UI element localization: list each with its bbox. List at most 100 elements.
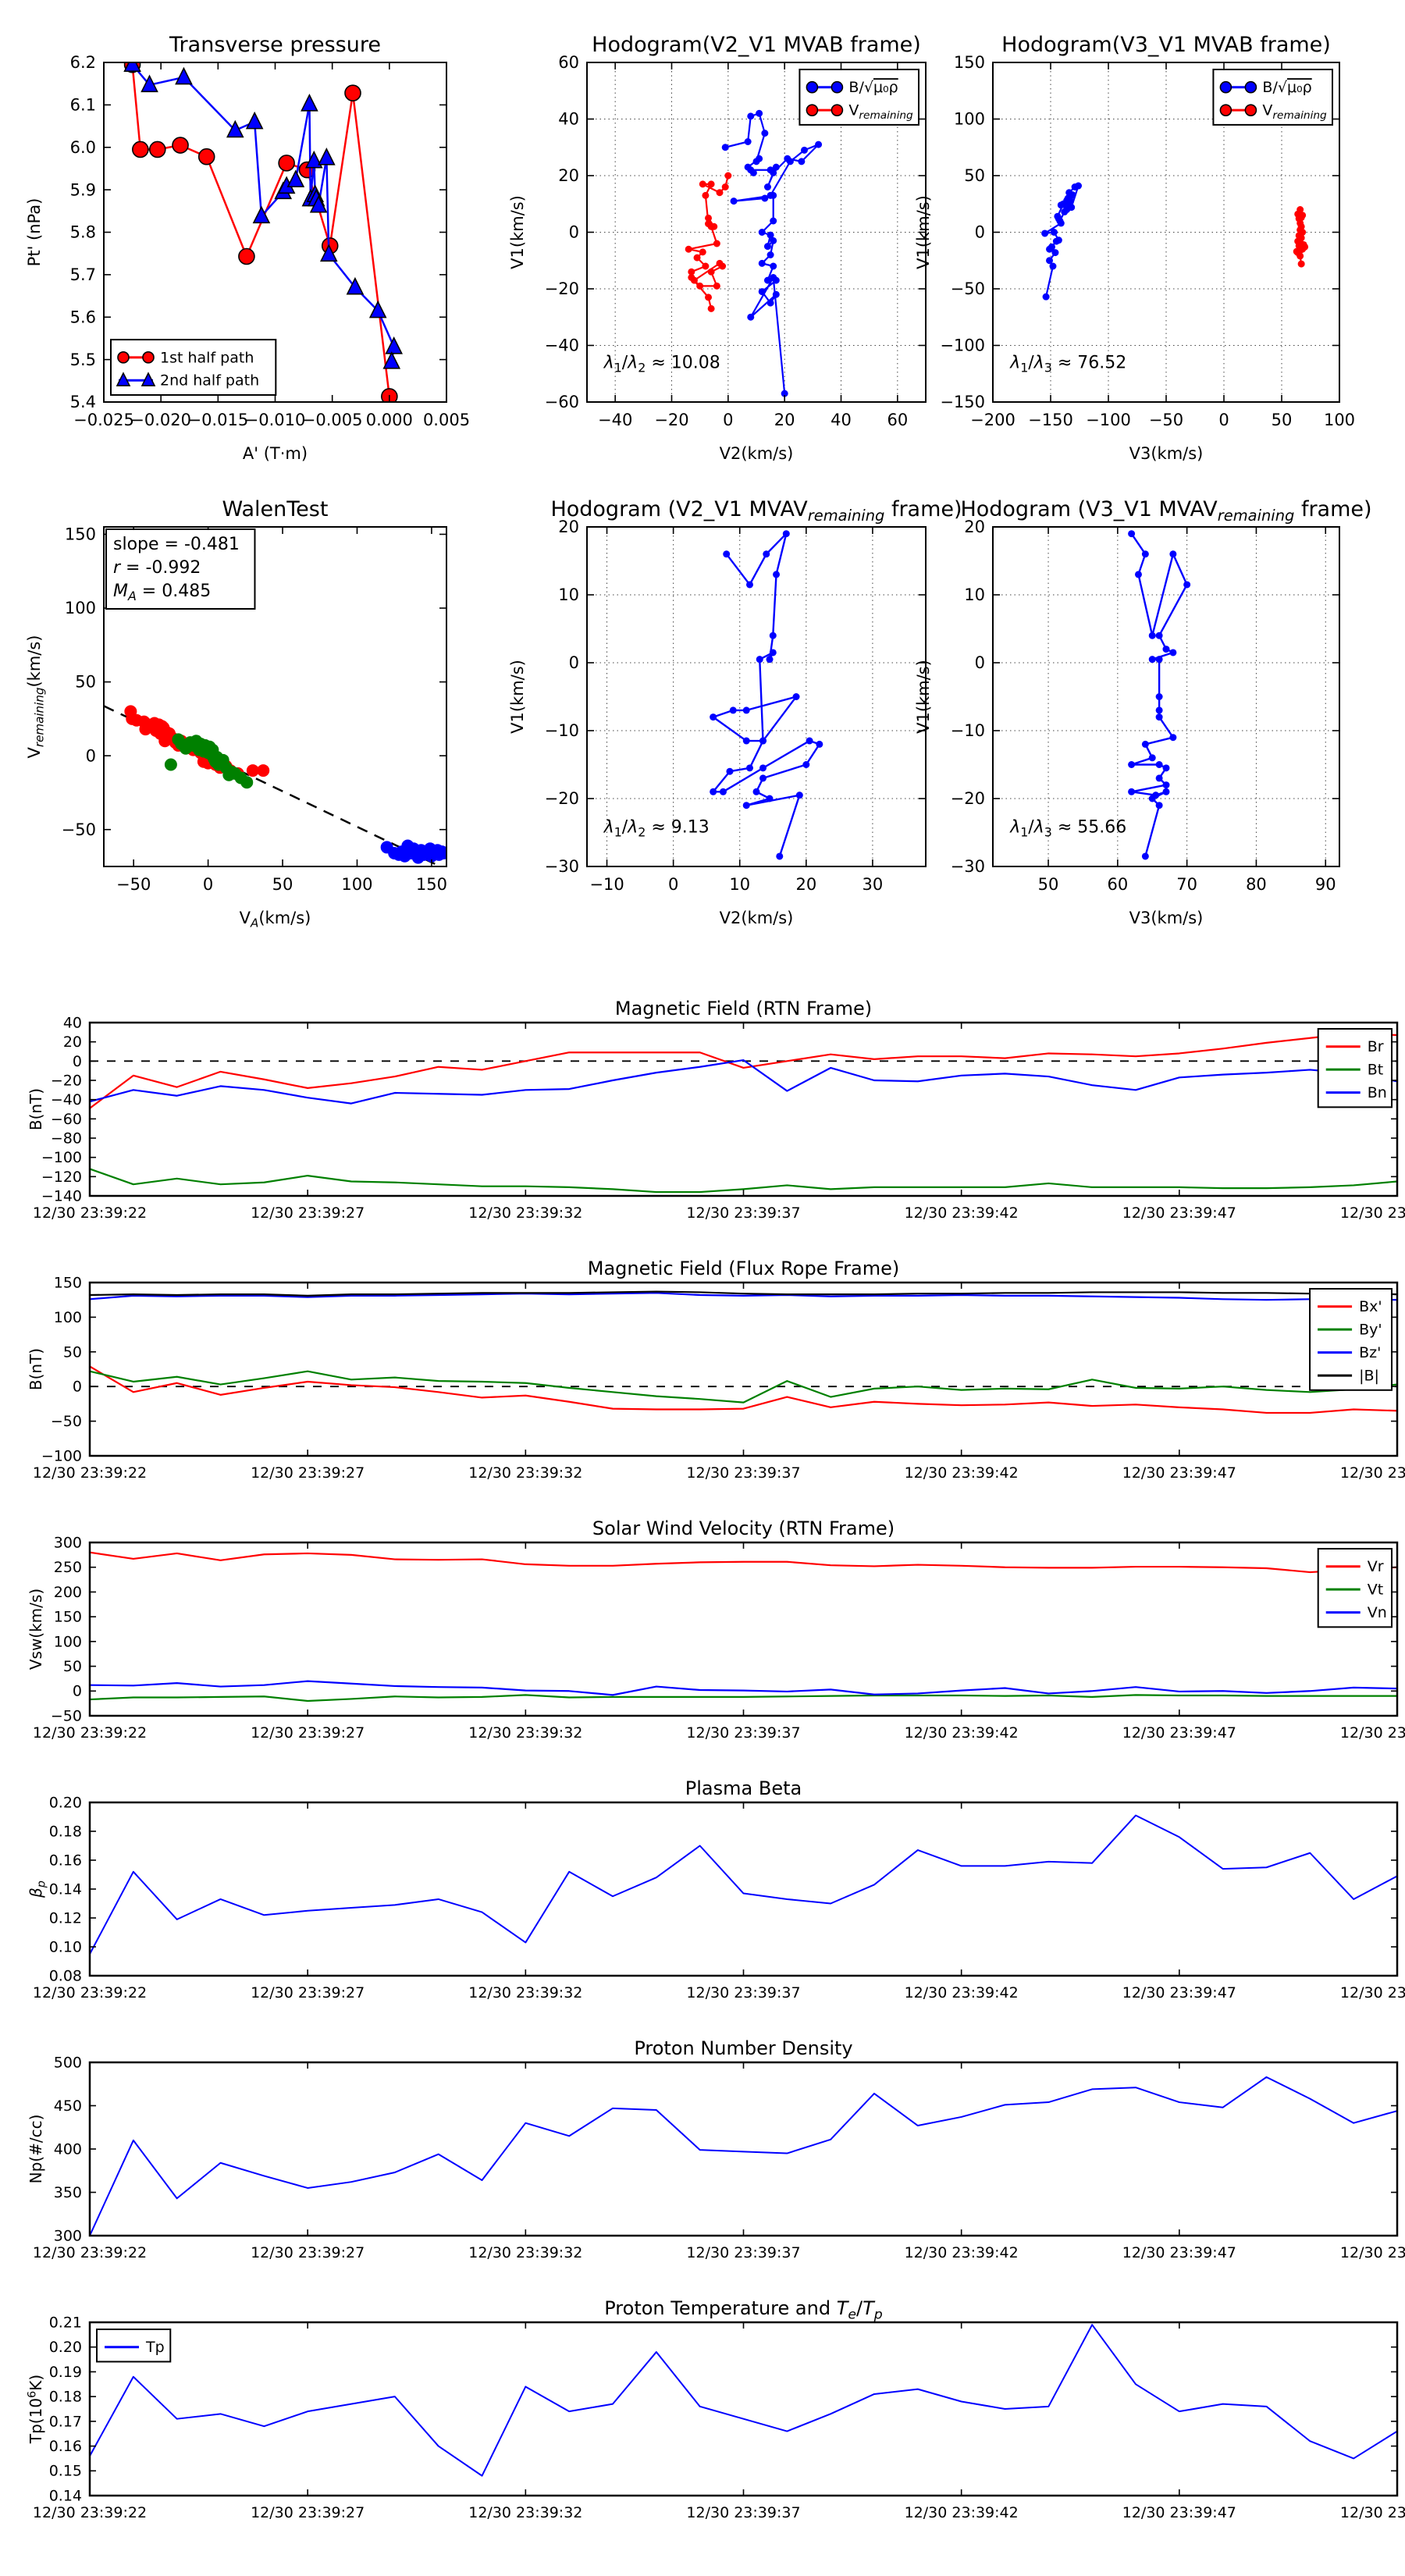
y-tick-label: 40 [558,110,579,129]
y-tick-label: −40 [51,1091,82,1108]
y-tick-label: 0.10 [49,1938,82,1955]
x-tick-label: 50 [1272,411,1293,429]
x-tick-label: −20 [654,411,688,429]
y-tick-label: 0.20 [49,1794,82,1811]
y-axis-label: Vremaining(km/s) [25,635,47,758]
y-tick-label: −20 [545,789,579,808]
x-tick-label: 12/30 23:39:22 [33,2504,147,2521]
y-tick-label: 0.12 [49,1909,82,1927]
y-tick-label: 20 [558,518,579,536]
legend-label: By' [1359,1322,1382,1339]
chart-title: Hodogram(V3_V1 MVAB frame) [1001,33,1331,57]
series-vr [89,1551,1398,1574]
y-tick-label: 300 [54,2227,82,2244]
y-tick-label: 5.5 [70,350,96,369]
y-tick-label: 10 [558,585,579,604]
info-line: MA = 0.485 [113,582,211,603]
chart-title: Proton Number Density [634,2037,852,2059]
x-tick-label: −40 [598,411,632,429]
y-axis-label: Pt' (nPa) [25,198,44,267]
y-tick-label: 0 [73,1683,82,1700]
y-tick-label: 0.16 [49,2438,82,2455]
x-tick-label: 0 [668,875,678,894]
y-tick-label: 10 [964,585,985,604]
y-axis-label: Np(#/cc) [27,2115,45,2184]
x-tick-label: 30 [863,875,884,894]
x-tick-label: 12/30 23:39:42 [905,1204,1019,1222]
legend-label: Bz' [1359,1344,1381,1361]
x-tick-label: 12/30 23:39:47 [1122,1204,1236,1222]
y-tick-label: 100 [54,1633,82,1650]
legend-box [1317,1548,1393,1628]
legend-label: Br [1368,1038,1384,1055]
series-bt [89,1168,1398,1194]
axes-frame [88,2061,1399,2237]
y-tick-label: −50 [951,279,985,298]
legend-label: Vn [1368,1604,1387,1621]
y-tick-label: 0.18 [49,2389,82,2406]
annotation: λ1/λ3 ≈ 76.52 [1009,354,1126,375]
y-tick-label: −50 [51,1707,82,1724]
plot-area [123,62,403,403]
chart-transverse-pressure: −0.025−0.020−0.015−0.010−0.005 0.000 0.005… [25,33,470,463]
chart-b-rtn: 12/30 23:39:22 12/30 23:39:27 12/30 23:39:… [27,998,1405,1222]
y-axis-label: V1(km/s) [914,195,933,269]
legend-label: |B| [1359,1368,1379,1385]
y-tick-label: 40 [63,1014,82,1031]
y-tick-label: 50 [63,1343,82,1361]
x-tick-label: −100 [1086,411,1131,429]
x-axis-label: A' (T·m) [243,444,308,463]
legend-label: 2nd half path [160,372,259,390]
chart-title: Plasma Beta [685,1777,802,1799]
y-axis-label: B(nT) [27,1348,45,1390]
info-line: slope = -0.481 [113,535,240,554]
x-tick-label: 12/30 23:39:27 [251,1464,365,1482]
y-tick-label: 0.21 [49,2314,82,2331]
x-tick-label: 12/30 23:39:32 [468,1204,582,1222]
y-tick-label: −20 [951,789,985,808]
legend-label: Vremaining [1262,102,1327,122]
axes-frame [88,1281,1399,1457]
y-tick-label: 50 [964,166,985,185]
x-tick-label: 60 [887,411,908,429]
axes-frame [88,2321,1399,2497]
series-tp [89,2324,1398,2477]
x-tick-label: −0.015 [187,411,248,429]
x-tick-label: 12/30 23:39:32 [468,1464,582,1482]
x-tick-label: 12/30 23:39:47 [1122,2504,1236,2521]
y-axis-label: V1(km/s) [508,195,527,269]
y-tick-label: 0.15 [49,2463,82,2480]
y-axis-label: βp [27,1880,48,1898]
plot-area [710,530,823,860]
x-tick-label: −50 [116,875,151,894]
y-tick-label: −120 [41,1169,82,1186]
chart-title: WalenTest [222,497,329,521]
x-tick-label: 70 [1176,875,1197,894]
series-v-remaining [712,532,821,857]
y-tick-label: −100 [41,1149,82,1166]
x-tick-label: 12/30 23:39:37 [686,1984,800,2001]
legend-label: Bt [1368,1062,1383,1079]
legend-label: Bn [1368,1084,1387,1101]
chart-title: Solar Wind Velocity (RTN Frame) [592,1517,895,1539]
x-tick-label: 50 [1038,875,1059,894]
chart-title: Magnetic Field (Flux Rope Frame) [588,1258,899,1279]
y-tick-label: 0.14 [49,2487,82,2504]
series-bn [89,1059,1398,1105]
y-tick-label: −80 [51,1130,82,1147]
x-axis-label: V2(km/s) [720,444,794,463]
y-tick-label: −100 [940,336,985,355]
x-tick-label: 20 [774,411,795,429]
plot-area [89,2324,1398,2477]
y-tick-label: 5.8 [70,223,96,242]
y-tick-label: 300 [54,1534,82,1551]
x-tick-label: 12/30 23:39:27 [251,1724,365,1742]
legend-label: Vremaining [848,102,913,122]
x-tick-label: −10 [589,875,624,894]
chart-hodogram-v2-v1-mvab: −40 −20 0 20 40 60 −60 −40 −20 0 20 40 60 Hodogram(V2… [508,33,927,463]
legend-label: B/√μ₀ρ [1262,79,1311,96]
y-tick-label: −30 [951,857,985,876]
axes-frame [88,1021,1399,1197]
chart-proton-temperature: 12/30 23:39:22 12/30 23:39:27 12/30 23:39:… [26,2297,1405,2521]
chart-proton-density: 12/30 23:39:22 12/30 23:39:27 12/30 23:39:… [27,2037,1405,2261]
